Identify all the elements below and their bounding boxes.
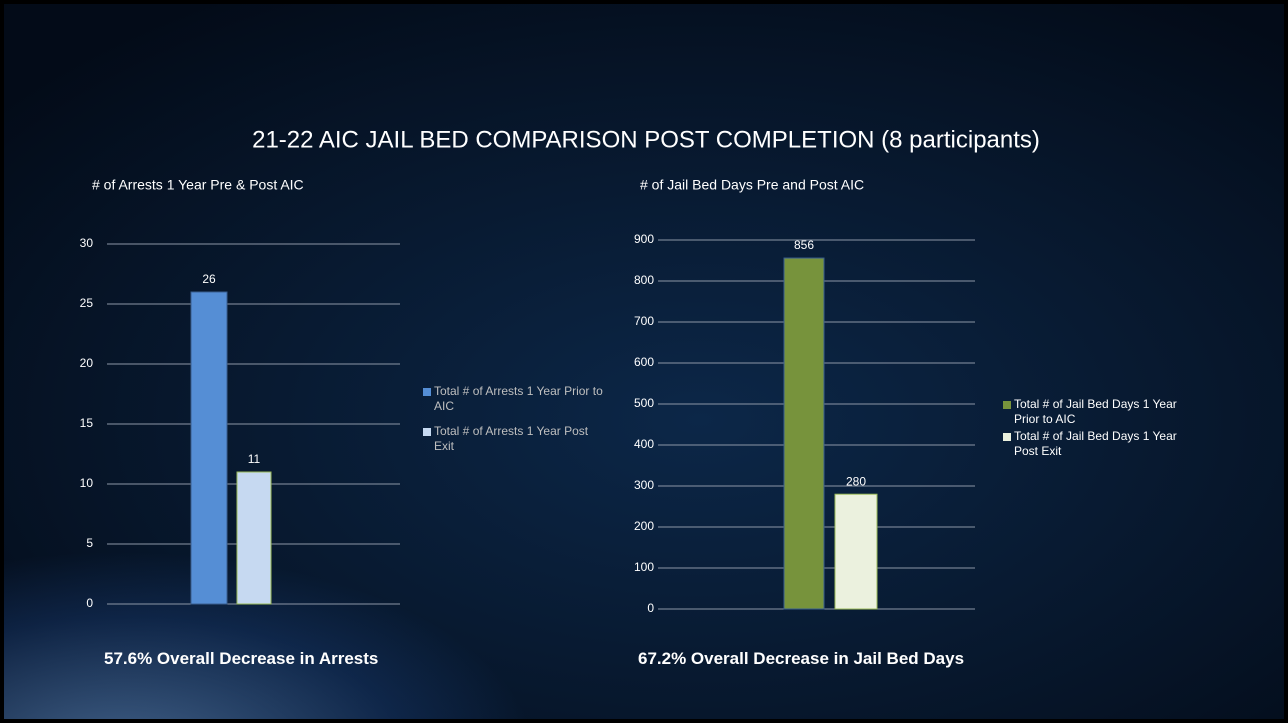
legend-label: Total # of Arrests 1 Year Prior to AIC (434, 384, 603, 413)
value-label: 856 (794, 238, 814, 252)
y-tick-label: 30 (80, 236, 94, 250)
value-label: 26 (202, 272, 216, 286)
legend-label: Total # of Jail Bed Days 1 Year Prior to… (1014, 397, 1177, 426)
legend-swatch (1003, 433, 1011, 441)
y-tick-label: 20 (80, 356, 94, 370)
bar (236, 471, 272, 605)
y-tick-label: 10 (80, 476, 94, 490)
y-tick-label: 700 (634, 314, 654, 328)
y-tick-label: 25 (80, 296, 94, 310)
y-tick-label: 900 (634, 232, 654, 246)
y-tick-label: 100 (634, 560, 654, 574)
value-label: 11 (248, 452, 261, 466)
y-tick-label: 400 (634, 437, 654, 451)
y-tick-label: 0 (647, 601, 654, 615)
y-tick-label: 500 (634, 396, 654, 410)
value-label: 280 (846, 474, 866, 488)
chart-annotation: 57.6% Overall Decrease in Arrests (104, 649, 379, 668)
legend-swatch (423, 428, 431, 436)
y-tick-label: 600 (634, 355, 654, 369)
y-tick-label: 200 (634, 519, 654, 533)
y-tick-label: 300 (634, 478, 654, 492)
bar (190, 291, 228, 605)
legend-label: Total # of Arrests 1 Year Post Exit (434, 424, 589, 453)
y-tick-label: 5 (86, 536, 93, 550)
legend-swatch (423, 388, 431, 396)
legend-swatch (1003, 401, 1011, 409)
bar (834, 493, 878, 610)
y-tick-label: 0 (86, 596, 93, 610)
y-tick-label: 800 (634, 273, 654, 287)
chart-annotation: 67.2% Overall Decrease in Jail Bed Days (638, 649, 965, 668)
chart-title: # of Jail Bed Days Pre and Post AIC (640, 177, 864, 193)
bar (783, 257, 825, 610)
y-tick-label: 15 (80, 416, 94, 430)
slide-title: 21-22 AIC JAIL BED COMPARISON POST COMPL… (252, 126, 1040, 153)
legend-label: Total # of Jail Bed Days 1 Year Post Exi… (1014, 429, 1177, 458)
chart-title: # of Arrests 1 Year Pre & Post AIC (92, 177, 304, 193)
